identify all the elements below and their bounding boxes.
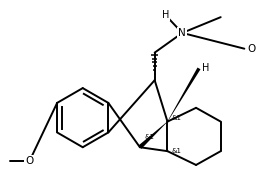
Text: O: O bbox=[247, 44, 256, 54]
Polygon shape bbox=[138, 121, 168, 149]
Text: H: H bbox=[202, 63, 209, 73]
Polygon shape bbox=[167, 67, 200, 122]
Text: N: N bbox=[178, 28, 186, 38]
Text: O: O bbox=[25, 156, 34, 166]
Text: &1: &1 bbox=[171, 148, 181, 154]
Text: &1: &1 bbox=[145, 134, 155, 140]
Text: &1: &1 bbox=[171, 115, 181, 121]
Text: H: H bbox=[162, 10, 169, 20]
